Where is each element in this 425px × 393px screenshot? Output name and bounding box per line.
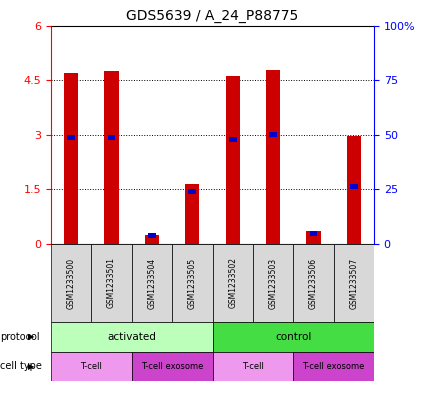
Bar xyxy=(347,136,361,244)
Bar xyxy=(185,184,199,244)
Text: ▶: ▶ xyxy=(28,362,34,371)
Text: GSM1233506: GSM1233506 xyxy=(309,257,318,309)
Bar xyxy=(67,135,75,140)
Bar xyxy=(306,231,320,244)
Text: GSM1233502: GSM1233502 xyxy=(228,257,237,309)
Bar xyxy=(64,73,78,244)
Bar xyxy=(212,322,374,352)
Bar xyxy=(293,244,334,322)
Text: control: control xyxy=(275,332,312,342)
Text: T-cell exosome: T-cell exosome xyxy=(303,362,365,371)
Text: protocol: protocol xyxy=(0,332,40,342)
Bar xyxy=(172,244,212,322)
Bar xyxy=(293,352,374,381)
Bar xyxy=(132,244,172,322)
Bar xyxy=(51,322,212,352)
Text: T-cell: T-cell xyxy=(242,362,264,371)
Bar xyxy=(188,189,196,194)
Bar xyxy=(266,70,280,244)
Bar xyxy=(212,244,253,322)
Text: GSM1233505: GSM1233505 xyxy=(188,257,197,309)
Text: ▶: ▶ xyxy=(28,332,34,342)
Text: cell type: cell type xyxy=(0,362,42,371)
Bar xyxy=(132,352,212,381)
Bar xyxy=(334,244,374,322)
Bar xyxy=(51,352,132,381)
Bar xyxy=(269,132,277,137)
Bar xyxy=(148,233,156,238)
Bar xyxy=(51,244,91,322)
Text: GSM1233503: GSM1233503 xyxy=(269,257,278,309)
Bar xyxy=(212,352,293,381)
Bar xyxy=(145,235,159,244)
Bar xyxy=(229,137,237,142)
Text: T-cell: T-cell xyxy=(80,362,102,371)
Bar xyxy=(105,71,119,244)
Text: activated: activated xyxy=(107,332,156,342)
Bar xyxy=(350,184,358,189)
Bar xyxy=(91,244,132,322)
Text: GSM1233504: GSM1233504 xyxy=(147,257,156,309)
Text: GSM1233501: GSM1233501 xyxy=(107,257,116,309)
Text: T-cell exosome: T-cell exosome xyxy=(141,362,203,371)
Bar xyxy=(108,135,116,140)
Title: GDS5639 / A_24_P88775: GDS5639 / A_24_P88775 xyxy=(126,9,299,23)
Bar xyxy=(226,76,240,244)
Bar xyxy=(253,244,293,322)
Text: GSM1233500: GSM1233500 xyxy=(67,257,76,309)
Bar xyxy=(309,231,317,236)
Text: GSM1233507: GSM1233507 xyxy=(349,257,358,309)
